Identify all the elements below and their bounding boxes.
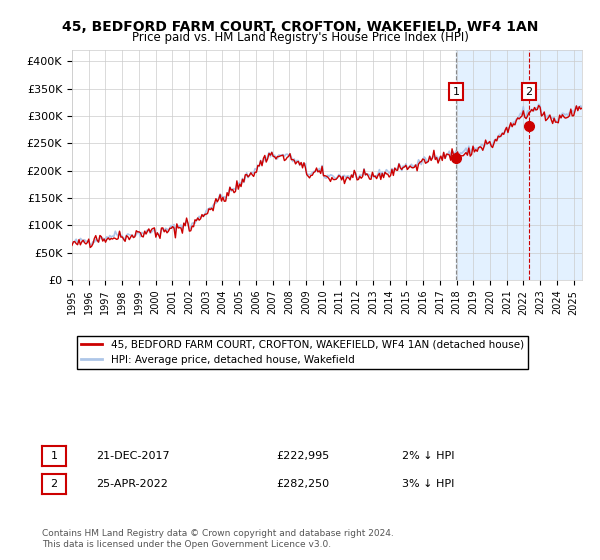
Text: £222,995: £222,995 bbox=[276, 451, 329, 461]
Text: 2% ↓ HPI: 2% ↓ HPI bbox=[402, 451, 455, 461]
Text: 3% ↓ HPI: 3% ↓ HPI bbox=[402, 479, 454, 489]
Text: 45, BEDFORD FARM COURT, CROFTON, WAKEFIELD, WF4 1AN: 45, BEDFORD FARM COURT, CROFTON, WAKEFIE… bbox=[62, 20, 538, 34]
Text: 25-APR-2022: 25-APR-2022 bbox=[96, 479, 168, 489]
Text: 2: 2 bbox=[50, 479, 58, 489]
Text: 21-DEC-2017: 21-DEC-2017 bbox=[96, 451, 170, 461]
Text: 2: 2 bbox=[525, 87, 532, 97]
Text: 1: 1 bbox=[50, 451, 58, 461]
Bar bbox=[456, 50, 582, 280]
Text: £282,250: £282,250 bbox=[276, 479, 329, 489]
Text: 1: 1 bbox=[452, 87, 460, 97]
Text: Price paid vs. HM Land Registry's House Price Index (HPI): Price paid vs. HM Land Registry's House … bbox=[131, 31, 469, 44]
Legend: 45, BEDFORD FARM COURT, CROFTON, WAKEFIELD, WF4 1AN (detached house), HPI: Avera: 45, BEDFORD FARM COURT, CROFTON, WAKEFIE… bbox=[77, 336, 528, 369]
Text: Contains HM Land Registry data © Crown copyright and database right 2024.
This d: Contains HM Land Registry data © Crown c… bbox=[42, 529, 394, 549]
